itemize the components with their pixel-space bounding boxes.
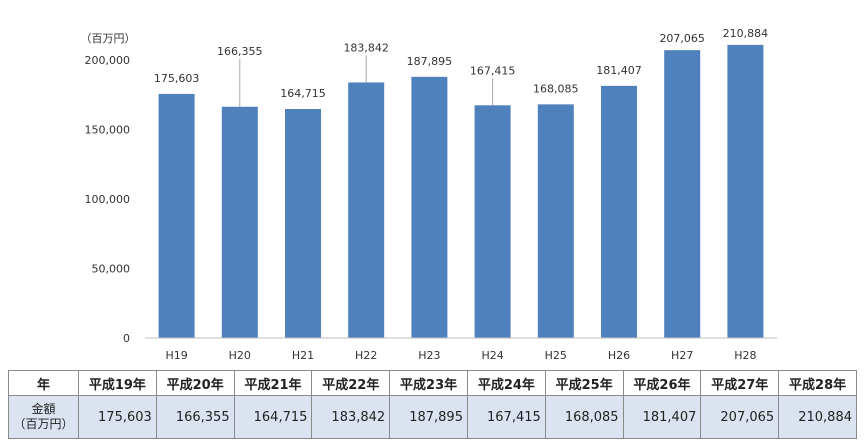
table-corner-header: 年: [8, 370, 79, 396]
table-header-row: 年 平成19年 平成20年 平成21年 平成22年 平成23年 平成24年 平成25年 平成2…: [8, 370, 857, 396]
data-table: 年 平成19年 平成20年 平成21年 平成22年 平成23年 平成24年 平成25年 平成2…: [8, 370, 857, 439]
row-label-line2: （百万円）: [13, 417, 74, 431]
table-cell: 181,407: [622, 395, 702, 439]
bar: [474, 105, 511, 338]
bar: [221, 106, 258, 339]
table-cell: 210,884: [778, 395, 857, 439]
table-column-header: 平成24年: [466, 370, 546, 396]
data-label: 164,715: [280, 87, 326, 100]
y-tick-label: 100,000: [85, 193, 131, 206]
row-label: 金額 （百万円）: [8, 395, 79, 439]
table-cell: 175,603: [78, 395, 157, 439]
data-label: 175,603: [154, 72, 200, 85]
revenue-bar-chart: （百万円） 0 50,000 100,000 150,000 200,000 175,6…: [81, 27, 777, 362]
x-tick-label: H23: [418, 349, 440, 362]
table-column-header: 平成28年: [778, 370, 857, 396]
y-axis-unit-label: （百万円）: [81, 32, 136, 45]
x-tick-label: H22: [355, 349, 377, 362]
table-column-header: 平成22年: [311, 370, 391, 396]
bar: [158, 93, 195, 338]
bar: [664, 50, 701, 338]
x-tick-label: H25: [545, 349, 567, 362]
table-column-header: 平成19年: [78, 370, 157, 396]
data-label: 183,842: [343, 41, 389, 54]
y-tick-label: 200,000: [85, 54, 131, 67]
data-label: 207,065: [659, 32, 705, 45]
table-column-header: 平成20年: [155, 370, 235, 396]
x-tick-label: H21: [292, 349, 314, 362]
table-column-header: 平成27年: [700, 370, 780, 396]
y-tick-label: 50,000: [92, 263, 131, 276]
data-label: 181,407: [596, 64, 642, 77]
x-tick-label: H27: [671, 349, 693, 362]
table-row: 金額 （百万円） 175,603 166,355 164,715 183,842 187…: [8, 395, 857, 439]
data-label: 166,355: [217, 45, 263, 58]
bar: [601, 85, 637, 338]
table-cell: 183,842: [311, 395, 391, 439]
table-column-header: 平成23年: [389, 370, 468, 396]
table-cell: 164,715: [233, 395, 313, 439]
x-tick-label: H20: [229, 349, 251, 362]
table-column-header: 平成21年: [233, 370, 313, 396]
x-tick-label: H28: [734, 349, 756, 362]
table-cell: 207,065: [700, 395, 780, 439]
bar: [411, 76, 448, 338]
bar: [537, 104, 574, 338]
data-label: 168,085: [533, 82, 579, 95]
x-tick-label: H26: [608, 349, 630, 362]
row-label-line1: 金額: [31, 402, 56, 416]
x-tick-label: H19: [165, 349, 187, 362]
bar: [285, 109, 321, 339]
y-tick-label: 0: [123, 332, 130, 345]
data-label: 210,884: [723, 27, 769, 40]
table-cell: 167,415: [466, 395, 546, 439]
table-cell: 168,085: [544, 395, 624, 439]
table-column-header: 平成26年: [622, 370, 702, 396]
table-column-header: 平成25年: [544, 370, 624, 396]
table-cell: 166,355: [155, 395, 235, 439]
data-label: 187,895: [407, 55, 453, 68]
data-label: 167,415: [470, 64, 516, 77]
y-tick-label: 150,000: [85, 124, 131, 137]
bar: [348, 82, 385, 338]
bar: [727, 44, 764, 338]
table-cell: 187,895: [389, 395, 468, 439]
x-tick-label: H24: [481, 349, 503, 362]
